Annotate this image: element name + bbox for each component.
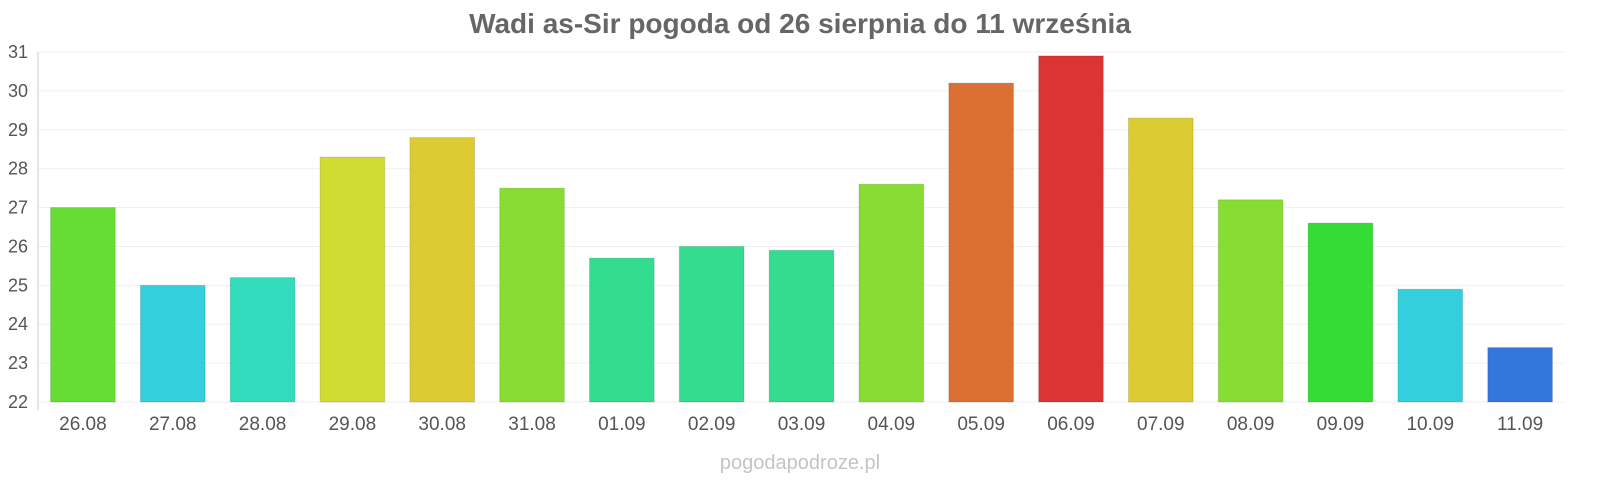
x-tick-label: 07.09	[1137, 414, 1185, 435]
bar-30.08	[409, 137, 476, 403]
bar-26.08	[50, 207, 116, 403]
x-tick-label: 01.09	[598, 414, 646, 435]
chart-title: Wadi as-Sir pogoda od 26 sierpnia do 11 …	[469, 8, 1131, 39]
bar-06.09	[1038, 55, 1104, 403]
x-axis-ticks: 26.08 27.08 28.08 29.08 30.08 31.08 01.09 02.09…	[59, 414, 1543, 435]
x-tick-label: 27.08	[149, 414, 197, 435]
y-tick-label: 24	[8, 314, 28, 334]
y-tick-label: 23	[8, 353, 28, 373]
bar-29.08	[319, 156, 386, 403]
x-tick-label: 06.09	[1047, 414, 1095, 435]
x-tick-label: 10.09	[1406, 414, 1454, 435]
x-tick-label: 28.08	[239, 414, 287, 435]
x-tick-label: 08.09	[1227, 414, 1275, 435]
y-tick-label: 27	[8, 198, 28, 218]
bar-03.09	[768, 249, 835, 403]
x-tick-label: 03.09	[778, 414, 826, 435]
x-tick-label: 31.08	[508, 414, 556, 435]
bar-09.09	[1307, 222, 1374, 403]
x-tick-label: 09.09	[1317, 414, 1365, 435]
y-tick-label: 25	[8, 275, 28, 295]
bar-08.09	[1217, 199, 1284, 403]
bar-01.09	[589, 257, 655, 403]
x-tick-label: 04.09	[868, 414, 916, 435]
y-axis-ticks: 22 23 24 25 26 27 28 29 30 31	[8, 42, 28, 412]
bar-11.09	[1487, 347, 1553, 403]
bar-27.08	[139, 284, 206, 403]
bar-04.09	[858, 183, 925, 403]
bars	[50, 55, 1553, 403]
bar-28.08	[229, 277, 296, 403]
x-tick-label: 05.09	[957, 414, 1005, 435]
y-tick-label: 28	[8, 159, 28, 179]
bar-05.09	[948, 82, 1014, 403]
bar-02.09	[678, 245, 745, 403]
bar-07.09	[1127, 117, 1194, 403]
y-tick-label: 29	[8, 120, 28, 140]
x-tick-label: 30.08	[418, 414, 466, 435]
watermark: pogodapodroze.pl	[719, 452, 881, 474]
y-tick-label: 26	[8, 236, 28, 256]
x-tick-label: 11.09	[1497, 414, 1543, 435]
y-tick-label: 31	[8, 42, 28, 62]
bar-10.09	[1397, 288, 1464, 403]
bar-31.08	[499, 187, 565, 403]
x-tick-label: 26.08	[59, 414, 107, 435]
x-tick-label: 29.08	[329, 414, 377, 435]
y-tick-label: 30	[8, 81, 28, 101]
y-tick-label: 22	[8, 392, 28, 412]
x-tick-label: 02.09	[688, 414, 736, 435]
